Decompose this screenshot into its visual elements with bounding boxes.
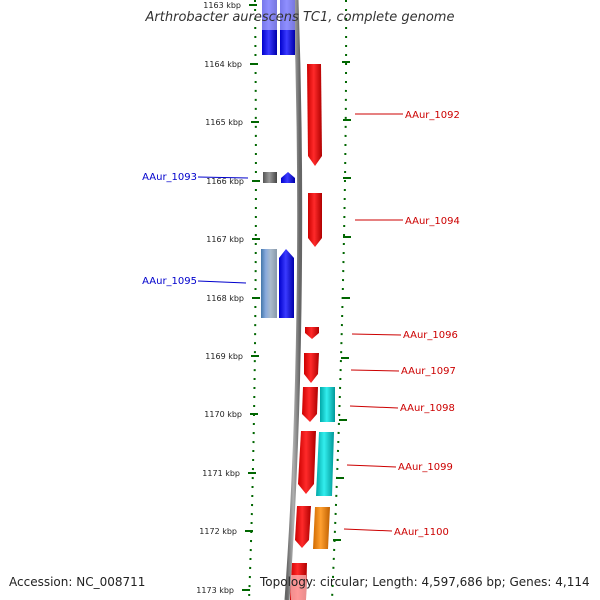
gene-arrow-aaur-1100: [295, 506, 311, 548]
gene-arrow: [313, 507, 330, 549]
gene-label[interactable]: AAur_1094: [405, 216, 460, 227]
scale-label: 1172 kbp: [199, 527, 237, 536]
outer-ring-ticks: [333, 61, 351, 541]
gene-labels: AAur_1092 AAur_1093 AAur_1094 AAur_1095 …: [142, 110, 460, 538]
gene-arrow-highlight: [280, 0, 295, 30]
gene-features: [261, 0, 335, 600]
gene-arrow-highlight: [291, 575, 306, 600]
genome-backbone: [284, 0, 303, 600]
scale-label: 1166 kbp: [206, 177, 244, 186]
gene-label[interactable]: AAur_1098: [400, 403, 455, 414]
scale-label: 1163 kbp: [203, 1, 241, 10]
accession-text: Accession: NC_008711: [9, 575, 146, 589]
gene-arrow-aaur-1094: [308, 193, 322, 247]
genome-summary-text: Topology: circular; Length: 4,597,686 bp…: [260, 575, 590, 589]
gene-arrow: [279, 249, 294, 318]
scale-label: 1168 kbp: [206, 294, 244, 303]
scale-label: 1169 kbp: [205, 352, 243, 361]
scale-label: 1171 kbp: [202, 469, 240, 478]
gene-arrow-aaur-1099: [298, 431, 316, 494]
label-leaders: [197, 113, 403, 532]
scale-axis: 1163 kbp 1164 kbp 1165 kbp 1166 kbp 1167 kbp…: [196, 1, 260, 595]
gene-label[interactable]: AAur_1096: [403, 330, 458, 341]
gene-arrow: [281, 172, 295, 183]
gene-arrow-aaur-1092: [307, 64, 322, 166]
scale-label: 1165 kbp: [205, 118, 243, 127]
gene-label[interactable]: AAur_1097: [401, 366, 456, 377]
gene-arrow-aaur-1098: [302, 387, 318, 422]
scale-label: 1167 kbp: [206, 235, 244, 244]
gene-label[interactable]: AAur_1092: [405, 110, 460, 121]
gene-arrow-aaur-1093: [263, 172, 277, 183]
gene-label[interactable]: AAur_1093: [142, 172, 197, 183]
scale-label: 1173 kbp: [196, 586, 234, 595]
scale-label: 1170 kbp: [204, 410, 242, 419]
scale-label: 1164 kbp: [204, 60, 242, 69]
map-title: Arthrobacter aurescens TC1, complete gen…: [145, 10, 455, 25]
inner-dotted-ring: [248, 0, 257, 600]
outer-dotted-ring: [331, 0, 348, 600]
gene-arrow-aaur-1097: [304, 353, 319, 383]
gene-arrow: [316, 432, 334, 496]
gene-arrow-highlight: [262, 0, 277, 30]
gene-label[interactable]: AAur_1095: [142, 276, 197, 287]
gene-arrow-aaur-1096: [305, 327, 319, 339]
gene-arrow: [320, 387, 335, 422]
gene-label[interactable]: AAur_1099: [398, 462, 453, 473]
gene-label[interactable]: AAur_1100: [394, 527, 449, 538]
gene-arrow-aaur-1095: [261, 249, 277, 318]
